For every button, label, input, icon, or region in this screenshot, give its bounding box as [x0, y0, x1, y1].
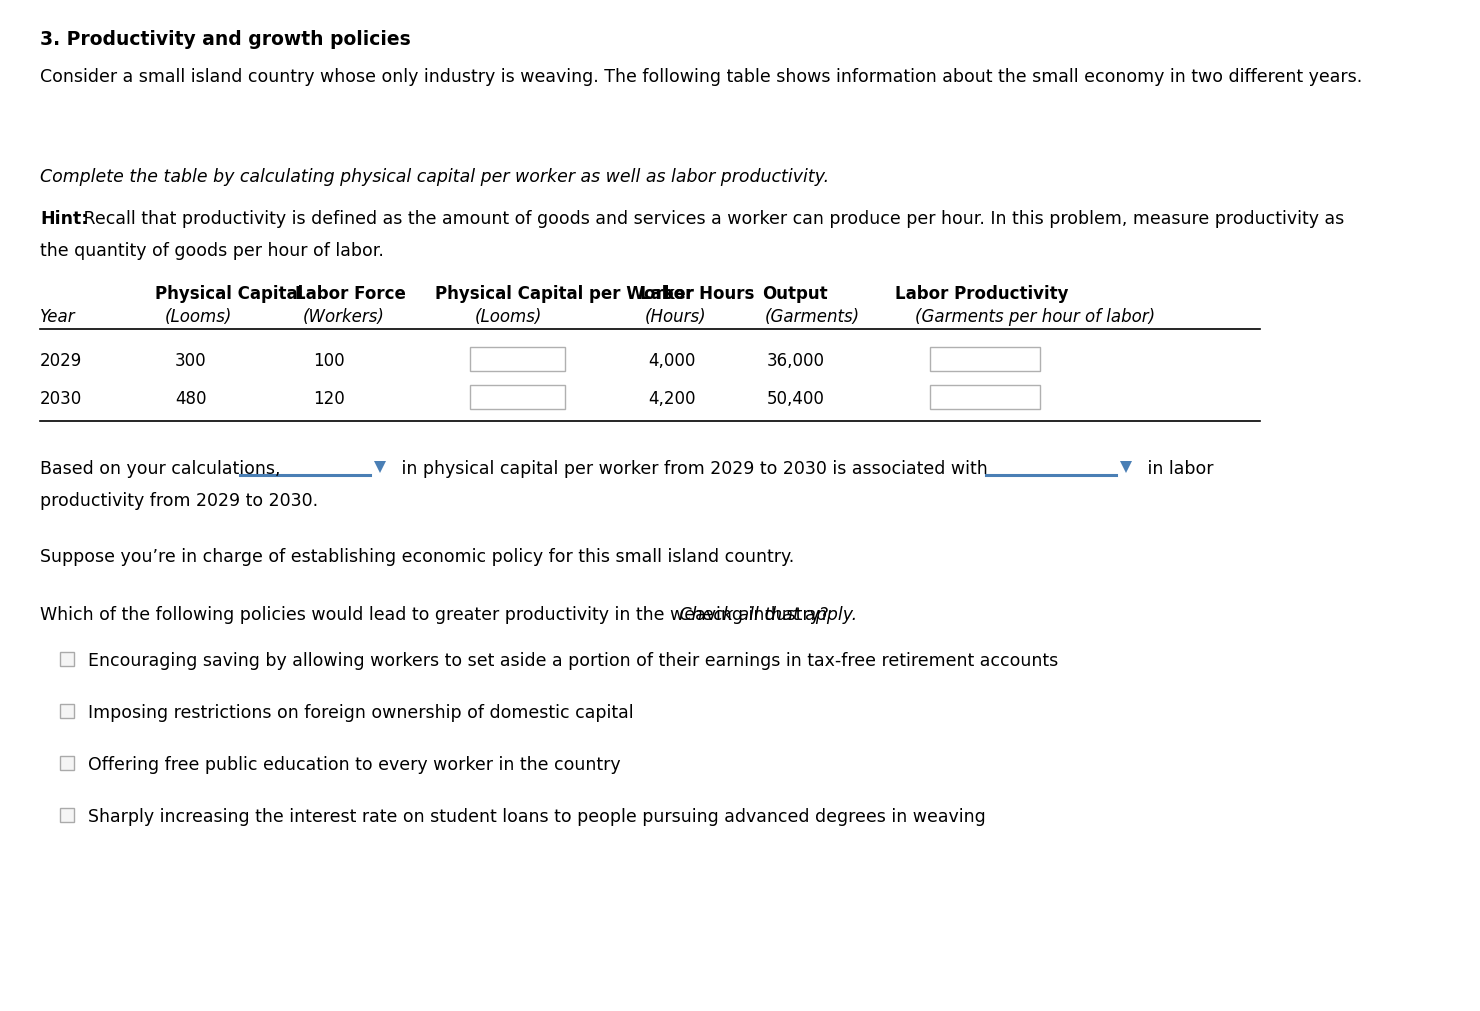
- FancyBboxPatch shape: [61, 808, 74, 822]
- Text: in physical capital per worker from 2029 to 2030 is associated with: in physical capital per worker from 2029…: [397, 460, 987, 477]
- Text: productivity from 2029 to 2030.: productivity from 2029 to 2030.: [40, 491, 318, 510]
- Text: in labor: in labor: [1143, 460, 1214, 477]
- FancyBboxPatch shape: [929, 385, 1040, 409]
- Text: the quantity of goods per hour of labor.: the quantity of goods per hour of labor.: [40, 242, 383, 260]
- Text: (Hours): (Hours): [645, 307, 706, 326]
- Text: Labor Hours: Labor Hours: [639, 285, 755, 302]
- Text: Year: Year: [40, 307, 75, 326]
- FancyBboxPatch shape: [471, 348, 565, 372]
- Text: Hint:: Hint:: [40, 210, 89, 227]
- Text: 3. Productivity and growth policies: 3. Productivity and growth policies: [40, 30, 411, 49]
- Text: Check all that apply.: Check all that apply.: [675, 606, 857, 624]
- Text: Imposing restrictions on foreign ownership of domestic capital: Imposing restrictions on foreign ownersh…: [87, 704, 633, 721]
- Text: Recall that productivity is defined as the amount of goods and services a worker: Recall that productivity is defined as t…: [78, 210, 1344, 227]
- Text: (Looms): (Looms): [164, 307, 232, 326]
- Text: Labor Productivity: Labor Productivity: [895, 285, 1069, 302]
- Text: 100: 100: [312, 352, 345, 370]
- Text: 4,000: 4,000: [648, 352, 696, 370]
- Text: Sharply increasing the interest rate on student loans to people pursuing advance: Sharply increasing the interest rate on …: [87, 807, 986, 825]
- Text: 2029: 2029: [40, 352, 83, 370]
- Text: 300: 300: [175, 352, 207, 370]
- Text: (Garments): (Garments): [765, 307, 860, 326]
- Text: (Workers): (Workers): [303, 307, 385, 326]
- Text: Physical Capital: Physical Capital: [155, 285, 303, 302]
- Text: 4,200: 4,200: [648, 389, 696, 407]
- Text: Which of the following policies would lead to greater productivity in the weavin: Which of the following policies would le…: [40, 606, 829, 624]
- Text: (Looms): (Looms): [475, 307, 542, 326]
- Text: Complete the table by calculating physical capital per worker as well as labor p: Complete the table by calculating physic…: [40, 168, 829, 186]
- Text: Physical Capital per Worker: Physical Capital per Worker: [435, 285, 694, 302]
- Text: 120: 120: [312, 389, 345, 407]
- Text: Labor Force: Labor Force: [295, 285, 406, 302]
- Text: Encouraging saving by allowing workers to set aside a portion of their earnings : Encouraging saving by allowing workers t…: [87, 651, 1058, 669]
- Text: Offering free public education to every worker in the country: Offering free public education to every …: [87, 755, 620, 773]
- Text: (Garments per hour of labor): (Garments per hour of labor): [915, 307, 1154, 326]
- FancyBboxPatch shape: [929, 348, 1040, 372]
- Text: 2030: 2030: [40, 389, 83, 407]
- Text: Consider a small island country whose only industry is weaving. The following ta: Consider a small island country whose on…: [40, 68, 1362, 86]
- FancyBboxPatch shape: [61, 652, 74, 666]
- FancyBboxPatch shape: [61, 705, 74, 718]
- FancyBboxPatch shape: [61, 756, 74, 770]
- Text: 50,400: 50,400: [767, 389, 824, 407]
- Text: Suppose you’re in charge of establishing economic policy for this small island c: Suppose you’re in charge of establishing…: [40, 548, 795, 565]
- Text: 36,000: 36,000: [767, 352, 824, 370]
- FancyBboxPatch shape: [471, 385, 565, 409]
- Text: Output: Output: [762, 285, 827, 302]
- Text: Based on your calculations,: Based on your calculations,: [40, 460, 281, 477]
- Text: 480: 480: [175, 389, 207, 407]
